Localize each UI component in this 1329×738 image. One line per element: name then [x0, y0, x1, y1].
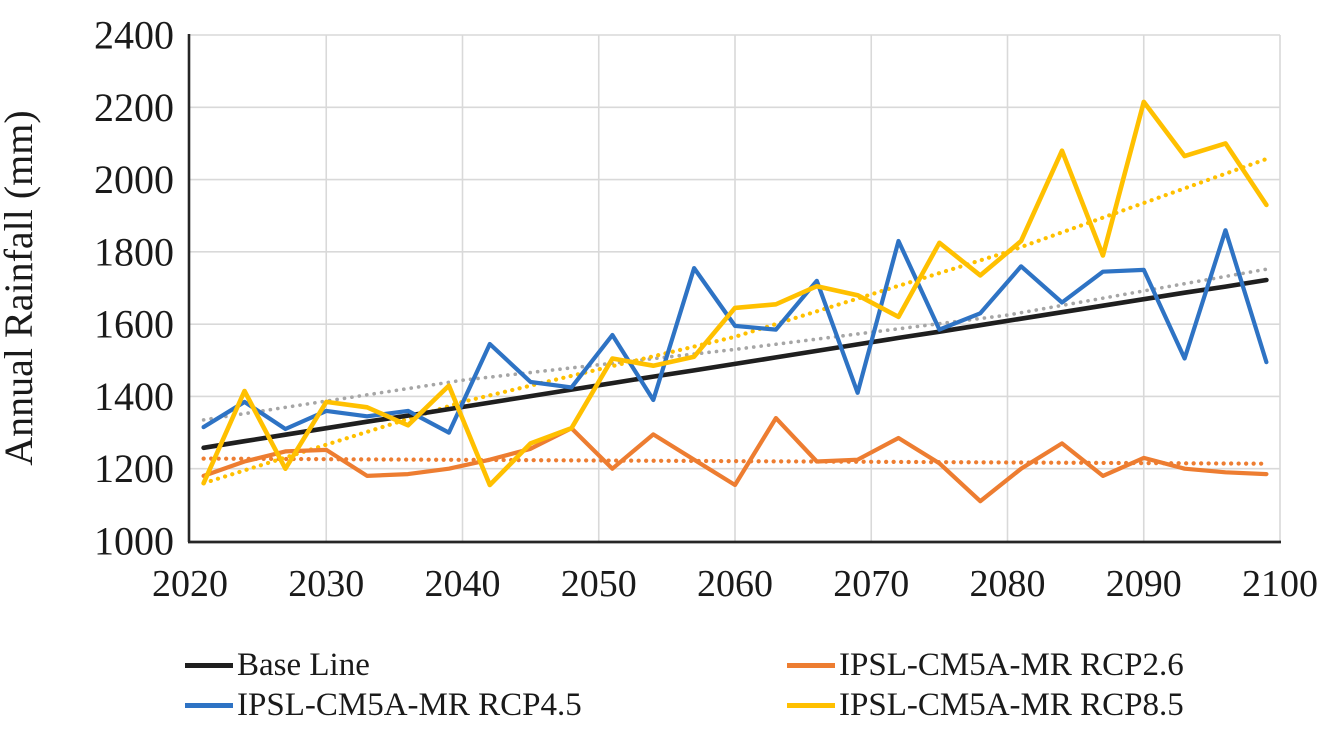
legend-item-base-line: Base Line — [185, 645, 787, 685]
legend-label: IPSL-CM5A-MR RCP2.6 — [839, 646, 1184, 683]
trendline-0 — [201, 267, 1269, 422]
legend-swatch-rcp45 — [185, 702, 233, 708]
y-tick-label: 1200 — [94, 446, 174, 491]
legend-item-rcp26: IPSL-CM5A-MR RCP2.6 — [787, 645, 1295, 685]
trendline-1 — [201, 456, 1269, 466]
legend-item-rcp85: IPSL-CM5A-MR RCP8.5 — [787, 685, 1295, 725]
y-tick-label: 2200 — [94, 85, 174, 130]
y-tick-label: 1000 — [94, 519, 174, 564]
x-axis-tick-labels: 2020 2030 2040 2050 2060 2070 2080 2090 2100 — [152, 563, 1318, 605]
x-tick-label: 2050 — [561, 563, 637, 605]
x-tick-label: 2070 — [833, 563, 909, 605]
legend-item-rcp45: IPSL-CM5A-MR RCP4.5 — [185, 685, 787, 725]
legend-label: IPSL-CM5A-MR RCP8.5 — [839, 686, 1184, 723]
series-line-base-line — [201, 277, 1269, 451]
y-tick-label: 2400 — [94, 13, 174, 58]
x-tick-label: 2060 — [697, 563, 773, 605]
series-line-ipsl-cm5a-mr-rcp2-6 — [201, 416, 1269, 504]
rainfall-line-chart: 1000 1200 1400 1600 1800 2000 2200 2400 2020 203… — [0, 13, 1318, 606]
chart-legend: Base Line IPSL-CM5A-MR RCP2.6 IPSL-CM5A-… — [185, 645, 1295, 725]
y-axis-title: Annual Rainfall (mm) — [0, 110, 41, 465]
y-tick-label: 1400 — [94, 374, 174, 419]
y-axis-tick-labels: 1000 1200 1400 1600 1800 2000 2200 2400 — [94, 13, 174, 564]
legend-label: IPSL-CM5A-MR RCP4.5 — [237, 686, 582, 723]
series-line-ipsl-cm5a-mr-rcp8-5 — [201, 99, 1269, 488]
legend-swatch-base-line — [185, 662, 233, 668]
trendline-2 — [201, 156, 1269, 486]
series-lines — [201, 99, 1269, 504]
x-tick-label: 2040 — [425, 563, 501, 605]
x-tick-label: 2030 — [288, 563, 364, 605]
x-tick-label: 2100 — [1242, 563, 1318, 605]
y-tick-label: 1600 — [94, 302, 174, 347]
legend-label: Base Line — [237, 646, 370, 683]
axis-lines — [187, 34, 1281, 544]
x-tick-label: 2090 — [1106, 563, 1182, 605]
x-tick-label: 2020 — [152, 563, 228, 605]
x-tick-label: 2080 — [970, 563, 1046, 605]
y-tick-label: 2000 — [94, 157, 174, 202]
y-tick-label: 1800 — [94, 229, 174, 274]
legend-swatch-rcp85 — [787, 702, 835, 708]
legend-swatch-rcp26 — [787, 662, 835, 668]
